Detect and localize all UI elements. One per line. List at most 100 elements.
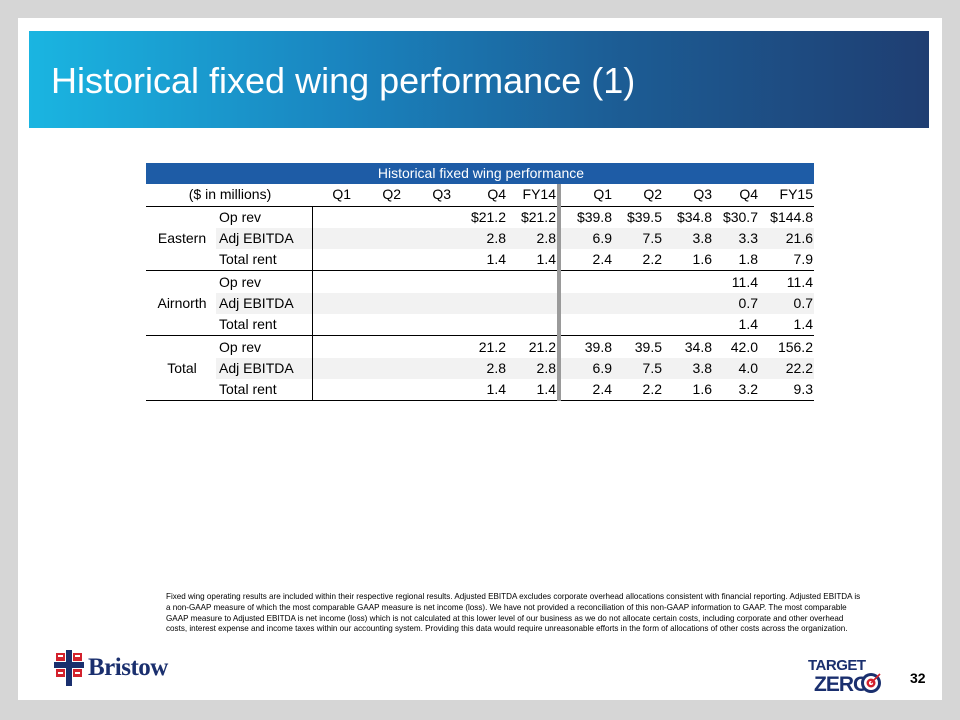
value-cell: 1.4 [507, 378, 561, 402]
value-cell [559, 292, 613, 315]
value-cell: $21.2 [507, 206, 561, 228]
value-cell [402, 271, 452, 293]
value-cell: 156.2 [777, 338, 813, 355]
column-header: Q3 [663, 184, 713, 207]
table-title-row: Historical fixed wing performance [146, 163, 814, 185]
value-cell [352, 357, 402, 379]
value-cell: 1.4 [507, 249, 561, 272]
value-cell: 39.8 [584, 338, 612, 355]
slide: Historical fixed wing performance (1) Hi… [18, 18, 942, 700]
value-cell [402, 336, 452, 358]
value-cell: 22.2 [759, 357, 814, 379]
column-header: Q4 [452, 184, 507, 207]
value-cell: 1.6 [663, 249, 713, 272]
table-row: Eastern Op rev $21.2 $21.2 $39.8 $39.5 $34.8 $3… [146, 206, 814, 272]
metric-label: Total rent [216, 314, 312, 337]
value-cell: 34.8 [684, 338, 712, 355]
value-cell: 21.2 [507, 335, 561, 358]
value-cell [311, 357, 352, 379]
value-cell: 21.6 [759, 227, 814, 250]
value-cell [402, 357, 452, 379]
table-row: Adj EBITDA 0.7 0.7 [146, 292, 814, 315]
value-cell: 2.8 [452, 357, 507, 379]
value-cell: 6.9 [559, 357, 613, 379]
value-cell: 7.5 [613, 357, 663, 379]
value-cell [559, 314, 613, 337]
value-cell [663, 271, 713, 293]
value-cell [311, 378, 352, 402]
value-cell: 39.5 [634, 338, 662, 355]
value-cell [613, 271, 663, 293]
value-cell [613, 314, 663, 337]
value-cell [311, 227, 352, 250]
value-cell: 11.4 [786, 273, 813, 290]
value-cell [559, 271, 613, 293]
value-cell: 3.3 [713, 227, 759, 250]
value-cell: 2.2 [613, 378, 663, 402]
metric-label: Total rent [216, 378, 312, 402]
value-cell [452, 314, 507, 337]
value-cell: 1.4 [452, 378, 507, 402]
region-label: Eastern [146, 206, 216, 272]
bristow-wordmark: Bristow [88, 654, 168, 681]
bristow-flag-icon [54, 650, 84, 686]
value-cell: 7.9 [759, 249, 814, 272]
column-header: FY15 [759, 184, 814, 207]
value-cell: 6.9 [559, 227, 613, 250]
value-cell [352, 206, 402, 228]
value-cell [452, 292, 507, 315]
value-cell: 1.8 [713, 249, 759, 272]
value-cell: $30.7 [722, 208, 758, 225]
table-row: Total rent 1.4 1.4 2.4 2.2 1.6 3.2 9.3 [146, 378, 814, 402]
table-row: Adj EBITDA 2.8 2.8 6.9 7.5 3.8 3.3 21.6 [146, 227, 814, 250]
table-row: Adj EBITDA 2.8 2.8 6.9 7.5 3.8 4.0 22.2 [146, 357, 814, 379]
column-header: Q2 [613, 184, 663, 207]
value-cell: 2.8 [452, 227, 507, 250]
metric-label: Op rev [219, 338, 262, 355]
unit-label: ($ in millions) [146, 184, 312, 207]
metric-label: Total rent [216, 249, 312, 272]
value-cell [311, 249, 352, 272]
metric-label: Op rev [219, 208, 262, 225]
region-label: Total [146, 335, 216, 402]
value-cell [352, 314, 402, 337]
value-cell [311, 206, 352, 228]
metric-label: Adj EBITDA [216, 357, 312, 379]
value-cell [311, 314, 352, 337]
value-cell [352, 249, 402, 272]
table-row: Total Op rev 21.2 21.2 39.8 39.5 34.8 42.0 156.2 [146, 335, 814, 402]
value-cell [507, 292, 561, 315]
target-bullseye-icon [861, 673, 881, 693]
value-cell: 3.8 [663, 357, 713, 379]
value-cell [352, 227, 402, 250]
value-cell: $39.8 [576, 208, 612, 225]
value-cell: $144.8 [770, 208, 813, 225]
value-cell [663, 292, 713, 315]
value-cell: $34.8 [676, 208, 712, 225]
table-row: Airnorth Op rev 11.4 11.4 [146, 270, 814, 337]
value-cell: 42.0 [730, 338, 758, 355]
value-cell [452, 271, 507, 293]
table-title: Historical fixed wing performance [146, 163, 814, 185]
column-header: FY14 [507, 184, 561, 207]
value-cell [311, 292, 352, 315]
column-header: Q2 [352, 184, 402, 207]
value-cell: $39.5 [626, 208, 662, 225]
value-cell [402, 314, 452, 337]
value-cell [311, 335, 352, 358]
value-cell: 2.4 [559, 378, 613, 402]
value-cell: 2.4 [559, 249, 613, 272]
value-cell [311, 270, 352, 293]
value-cell: 0.7 [713, 292, 759, 315]
value-cell [402, 292, 452, 315]
value-cell: 1.4 [759, 314, 814, 337]
region-label: Airnorth [146, 270, 216, 337]
value-cell: 9.3 [759, 378, 814, 402]
title-bar: Historical fixed wing performance (1) [29, 31, 929, 128]
bristow-logo: Bristow [54, 650, 168, 686]
table-row: Total rent 1.4 1.4 [146, 314, 814, 337]
column-header: Q4 [713, 184, 759, 207]
performance-table: Historical fixed wing performance ($ in … [146, 163, 814, 402]
column-header-row: ($ in millions) Q1 Q2 Q3 Q4 FY14 Q1 Q2 Q… [146, 184, 814, 207]
value-cell: 21.2 [478, 338, 506, 355]
